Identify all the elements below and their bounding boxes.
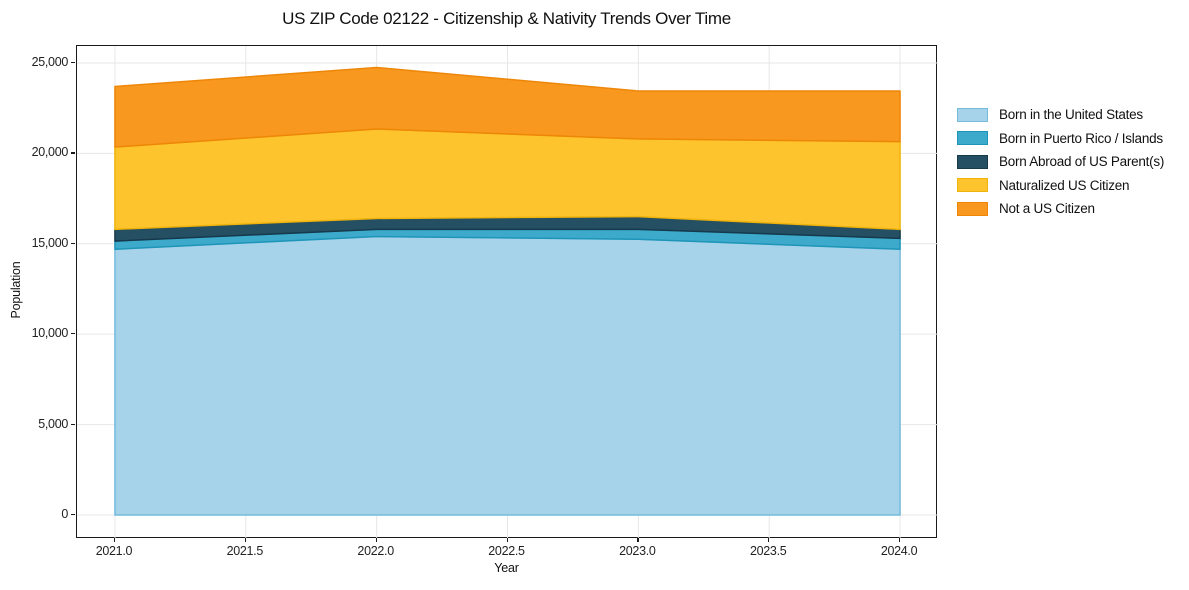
area-series-not-a-us-citizen <box>114 66 901 148</box>
x-tick-label: 2021.0 <box>95 544 133 558</box>
chart-title: US ZIP Code 02122 - Citizenship & Nativi… <box>282 9 731 28</box>
y-tick-mark <box>71 333 75 335</box>
legend-item: Not a US Citizen <box>957 197 1164 221</box>
x-tick-mark <box>768 538 770 542</box>
y-tick-mark <box>71 513 75 516</box>
plot-area <box>76 45 938 539</box>
stacked-area-canvas <box>77 46 938 539</box>
x-tick-mark <box>244 538 246 542</box>
legend-label: Naturalized US Citizen <box>999 177 1130 193</box>
x-tick-label: 2022.0 <box>357 544 394 558</box>
legend-swatch <box>957 178 988 193</box>
legend-swatch <box>957 131 988 146</box>
y-tick-mark <box>71 61 75 64</box>
y-tick-label: 25,000 <box>31 54 69 69</box>
x-tick-label: 2021.5 <box>226 544 264 558</box>
area-series-born-in-the-united-states <box>114 235 901 516</box>
y-tick-label: 15,000 <box>31 235 69 250</box>
legend-label: Not a US Citizen <box>999 201 1095 217</box>
x-tick-label: 2023.0 <box>619 544 656 558</box>
y-tick-label: 5,000 <box>38 416 68 431</box>
x-tick-mark <box>637 538 639 542</box>
x-tick-mark <box>375 538 377 542</box>
legend-label: Born in Puerto Rico / Islands <box>999 130 1163 146</box>
y-tick-label: 20,000 <box>31 145 69 160</box>
y-tick-mark <box>71 423 75 425</box>
legend-label: Born Abroad of US Parent(s) <box>999 154 1165 170</box>
area-series-naturalized-us-citizen <box>114 128 901 231</box>
y-axis-label: Population <box>9 261 23 319</box>
legend-item: Born in Puerto Rico / Islands <box>957 127 1164 151</box>
y-tick-label: 0 <box>61 506 68 521</box>
x-tick-mark <box>113 538 116 542</box>
legend-label: Born in the United States <box>999 107 1143 123</box>
x-tick-label: 2023.5 <box>749 544 787 558</box>
y-tick-mark <box>71 242 75 244</box>
x-tick-mark <box>506 538 508 542</box>
y-tick-mark <box>71 152 75 154</box>
x-tick-label: 2022.5 <box>488 544 525 558</box>
y-tick-label: 10,000 <box>31 326 69 341</box>
x-tick-label: 2024.0 <box>880 544 918 558</box>
legend: Born in the United States Born in Puerto … <box>957 103 1164 221</box>
legend-swatch <box>957 107 988 122</box>
x-tick-mark <box>899 538 901 542</box>
legend-item: Naturalized US Citizen <box>957 174 1164 198</box>
legend-item: Born in the United States <box>957 103 1164 127</box>
legend-item: Born Abroad of US Parent(s) <box>957 150 1164 174</box>
x-axis-label: Year <box>494 561 519 575</box>
legend-swatch <box>957 154 988 169</box>
legend-swatch <box>957 201 988 216</box>
